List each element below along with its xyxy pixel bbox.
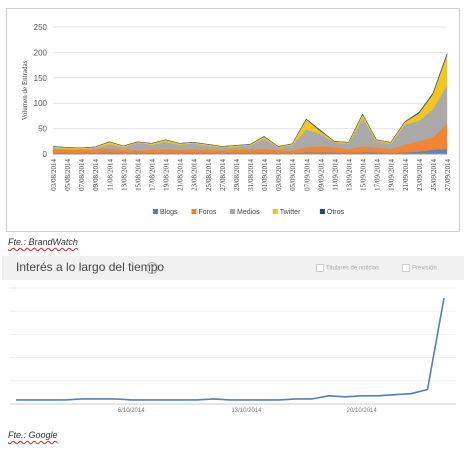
x-tick-label: 01/09/2014 <box>261 159 269 191</box>
x-tick-label: 13/08/2014 <box>120 159 128 191</box>
x-tick-label: 25/09/2014 <box>430 159 438 191</box>
x-tick-label: 11/09/2014 <box>331 159 339 191</box>
legend-label-blogs: Blogs <box>160 209 178 216</box>
news-headlines-label: Titulares de noticias <box>326 265 380 272</box>
legend-swatch-twitter <box>272 209 278 214</box>
x-tick-label: 15/08/2014 <box>134 159 142 191</box>
stacked-area-svg: 0 50 100 150 200 250 Volumen de Entradas 03/08/… <box>21 23 452 216</box>
y-tick-label: 0 <box>43 150 48 159</box>
x-tick-label: 21/08/2014 <box>177 159 185 191</box>
forecast-label: Previsión <box>412 265 437 272</box>
interest-line <box>16 297 445 401</box>
legend-swatch-otros <box>319 209 325 214</box>
news-checkbox[interactable] <box>316 264 324 272</box>
x-tick-label: 31/08/2014 <box>247 159 255 191</box>
x-tick-label: 13/10/2014 <box>231 408 262 414</box>
legend-swatch-blogs <box>153 209 158 214</box>
x-tick-label: 27/09/2014 <box>444 159 452 191</box>
x-tick-label: 23/08/2014 <box>191 159 199 191</box>
y-tick-label: 100 <box>34 99 48 108</box>
x-tick-label: 11/08/2014 <box>106 159 114 191</box>
series-area-otros <box>52 53 448 149</box>
legend-swatch-foros <box>191 209 197 214</box>
x-tick-label: 09/09/2014 <box>317 159 325 191</box>
x-tick-label: 03/09/2014 <box>275 159 283 191</box>
series-area-medios <box>52 84 448 151</box>
y-tick-label: 150 <box>34 74 48 83</box>
legend-label-otros: Otros <box>327 209 345 216</box>
y-tick-label: 50 <box>38 125 47 134</box>
interest-panel: Interés a lo largo del tiempo ? Titulare… <box>2 256 464 416</box>
source-google: Fte.: Google <box>8 430 58 440</box>
y-axis-label: Volumen de Entradas <box>21 60 29 120</box>
legend-swatch-medios <box>230 209 235 214</box>
x-tick-label: 19/09/2014 <box>388 159 396 191</box>
legend-label-medios: Medios <box>237 209 260 216</box>
x-tick-label: 15/09/2014 <box>360 159 368 191</box>
x-tick-label: 03/08/2014 <box>50 159 58 191</box>
x-tick-label: 07/08/2014 <box>78 159 86 191</box>
x-tick-label: 21/09/2014 <box>402 159 410 191</box>
x-tick-label: 20/10/2014 <box>347 408 378 414</box>
interest-title: Interés a lo largo del tiempo <box>16 260 165 274</box>
x-tick-label: 29/08/2014 <box>233 159 241 191</box>
x-tick-label: 05/08/2014 <box>64 159 72 191</box>
x-tick-label: 19/08/2014 <box>163 159 171 191</box>
y-tick-label: 200 <box>34 48 48 57</box>
interest-line-chart: 6/10/2014 13/10/2014 20/10/2014 <box>10 287 456 414</box>
legend-label-twitter: Twitter <box>280 209 301 216</box>
x-tick-label: 17/08/2014 <box>149 159 157 191</box>
source-google-text: Fte.: Google <box>8 430 58 440</box>
forecast-option[interactable]: Previsión <box>402 264 437 272</box>
forecast-checkbox[interactable] <box>402 264 410 272</box>
series-area-twitter <box>52 54 448 150</box>
x-tick-label: 09/08/2014 <box>92 159 100 191</box>
x-tick-label: 17/09/2014 <box>374 159 382 191</box>
x-tick-label: 13/09/2014 <box>346 159 354 191</box>
help-icon[interactable]: ? <box>146 262 158 274</box>
x-tick-label: 23/09/2014 <box>416 159 424 191</box>
x-tick-label: 25/08/2014 <box>205 159 213 191</box>
x-tick-label: 27/08/2014 <box>219 159 227 191</box>
stacked-area-chart: 0 50 100 150 200 250 Volumen de Entradas 03/08/… <box>6 8 460 232</box>
y-tick-label: 250 <box>34 23 48 32</box>
x-tick-label: 05/09/2014 <box>289 159 297 191</box>
source-brandwatch-text: Fte.: BrandWatch <box>8 237 78 247</box>
x-tick-label: 07/09/2014 <box>303 159 311 191</box>
x-tick-label: 6/10/2014 <box>118 408 145 414</box>
news-headlines-option[interactable]: Titulares de noticias <box>316 264 379 272</box>
source-brandwatch: Fte.: BrandWatch <box>8 237 78 247</box>
legend-label-foros: Foros <box>199 209 217 216</box>
interest-panel-header: Interés a lo largo del tiempo ? Titulare… <box>2 256 464 280</box>
